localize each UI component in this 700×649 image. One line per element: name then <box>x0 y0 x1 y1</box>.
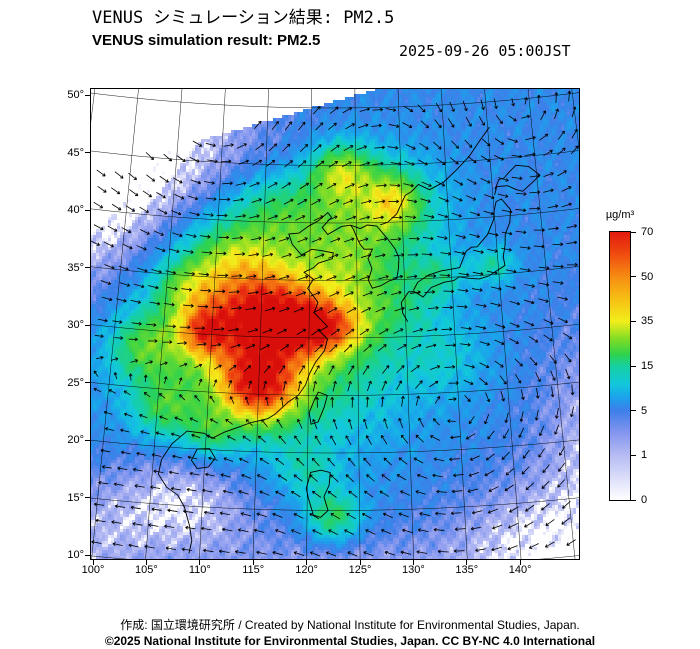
colorbar-tick-label: 50 <box>641 270 654 283</box>
lat-tick-label: 45° <box>67 146 84 159</box>
colorbar-units-label: µg/m³ <box>605 209 635 221</box>
lat-tick-mark <box>85 439 90 441</box>
lon-tick-mark <box>519 560 521 565</box>
colorbar-tick-mark <box>631 276 636 278</box>
lat-tick-label: 20° <box>67 434 84 446</box>
colorbar-tick-mark <box>631 410 636 412</box>
lon-tick-label: 105° <box>135 564 158 576</box>
lon-tick-mark <box>252 560 254 565</box>
lon-tick-mark <box>306 560 308 565</box>
pm25-map-canvas <box>90 88 580 560</box>
colorbar-tick-mark <box>631 320 636 322</box>
lon-tick-label: 110° <box>188 564 211 576</box>
lat-tick-label: 15° <box>67 491 84 504</box>
lat-tick-label: 30° <box>67 319 84 331</box>
lon-tick-mark <box>466 560 468 565</box>
lat-tick-label: 10° <box>67 549 84 561</box>
colorbar-tick-label: 1 <box>641 449 648 462</box>
colorbar-tick-label: 15 <box>641 360 654 372</box>
lat-tick-mark <box>85 324 90 326</box>
lon-tick-mark <box>412 560 414 565</box>
colorbar-tick-label: 35 <box>641 315 654 328</box>
lat-tick-label: 35° <box>67 261 84 274</box>
lat-tick-mark <box>85 152 90 153</box>
colorbar-tick-mark <box>631 499 636 501</box>
title-english: VENUS simulation result: PM2.5 <box>92 32 321 49</box>
lon-tick-label: 100° <box>81 564 105 576</box>
lon-tick-mark <box>145 560 147 565</box>
license-line: ©2025 National Institute for Environment… <box>104 634 596 648</box>
timestamp: 2025-09-26 05:00JST <box>399 42 571 60</box>
map-plot-area <box>90 88 580 560</box>
lat-tick-label: 50° <box>67 89 84 101</box>
lat-tick-mark <box>85 497 90 498</box>
lon-tick-label: 140° <box>508 564 532 576</box>
lat-tick-mark <box>85 94 90 96</box>
lon-tick-label: 115° <box>242 564 265 576</box>
lon-tick-label: 120° <box>295 564 318 576</box>
lat-tick-mark <box>85 382 90 383</box>
lon-tick-label: 130° <box>402 564 425 576</box>
lon-tick-label: 125° <box>348 564 372 576</box>
colorbar-tick-mark <box>631 454 636 456</box>
colorbar-tick-mark <box>631 365 636 367</box>
lat-tick-label: 25° <box>67 376 84 389</box>
colorbar-tick-mark <box>631 231 636 233</box>
lon-tick-mark <box>359 560 361 565</box>
colorbar-gradient <box>609 231 631 501</box>
lon-tick-mark <box>92 560 94 565</box>
colorbar-tick-label: 5 <box>641 404 648 417</box>
lat-tick-label: 40° <box>67 204 84 216</box>
colorbar-tick-label: 0 <box>641 494 648 506</box>
lon-tick-mark <box>199 560 201 565</box>
colorbar-tick-label: 70 <box>641 226 654 238</box>
lat-tick-mark <box>85 554 90 556</box>
lat-tick-mark <box>85 267 90 268</box>
title-japanese: VENUS シミュレーション結果: PM2.5 <box>92 8 395 28</box>
credit-line: 作成: 国立環境研究所 / Created by National Instit… <box>120 618 580 632</box>
lat-tick-mark <box>85 209 90 211</box>
lon-tick-label: 135° <box>455 564 479 576</box>
